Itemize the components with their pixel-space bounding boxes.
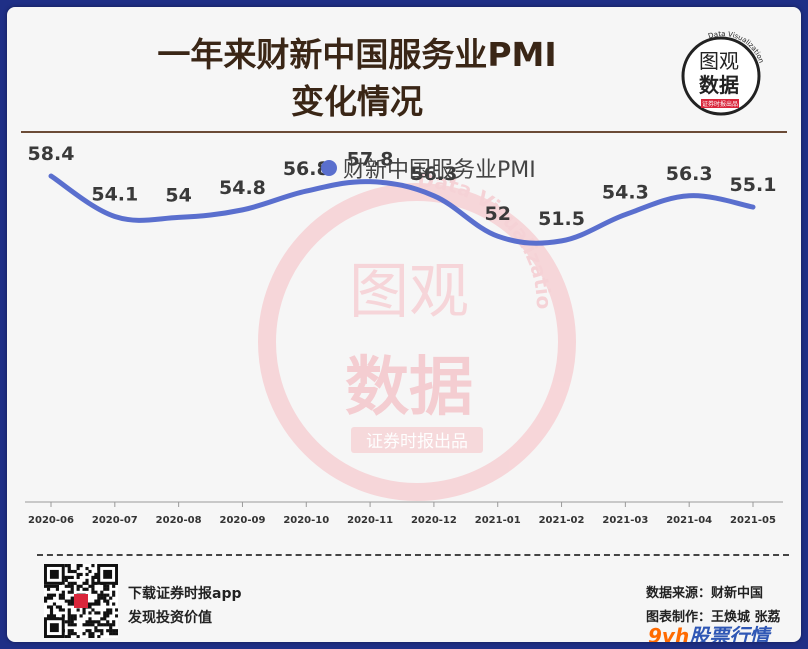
data-label: 56.3: [410, 163, 457, 185]
data-labels: 58.4 54.1 54 54.8 56.8 57.8 56.3 52 51.5 54.3 56.3…: [28, 143, 777, 230]
data-label: 57.8: [347, 149, 394, 171]
x-tick-label: 2021-02: [539, 515, 585, 526]
data-label: 56.8: [283, 158, 330, 180]
data-label: 54.3: [602, 182, 649, 204]
watermark-line1: 图观: [349, 257, 469, 327]
x-axis-labels: 2020-06 2020-07 2020-08 2020-09 2020-10 2020-…: [28, 515, 776, 526]
x-tick-label: 2020-08: [156, 515, 202, 526]
infographic-card: 一年来财新中国服务业PMI 变化情况 Data Visualization 图观…: [7, 7, 801, 642]
app-promo-line2: 发现投资价值: [128, 610, 212, 626]
brand-main: 9vh: [648, 624, 690, 642]
data-label: 55.1: [730, 174, 777, 196]
x-tick-label: 2020-11: [347, 515, 393, 526]
qr-code-icon: [44, 564, 118, 638]
tuguan-logo: Data Visualization 图观 数据 证券时报出品: [681, 30, 765, 116]
footer-divider: [37, 554, 789, 556]
watermark-line2: 数据: [345, 351, 473, 425]
pmi-line-chart: Data Visualization 图观 数据 证券时报出品 58.4 54.1…: [7, 7, 783, 526]
data-label: 54: [165, 184, 191, 206]
x-tick-label: 2020-09: [220, 515, 266, 526]
data-label: 52: [485, 203, 511, 225]
data-label: 54.1: [91, 183, 138, 205]
chart-legend: 财新中国服务业PMI: [321, 153, 536, 183]
data-label: 58.4: [28, 143, 75, 165]
x-tick-label: 2020-06: [28, 515, 74, 526]
series-line-caixin-pmi: [48, 173, 756, 246]
data-label: 56.3: [666, 163, 713, 185]
watermark-tag: 证券时报出品: [366, 432, 468, 452]
header-divider: [21, 131, 787, 133]
data-source: 数据来源：财新中国: [646, 586, 764, 601]
data-label: 51.5: [538, 208, 585, 230]
logo-tag: 证券时报出品: [702, 100, 738, 108]
app-promo: 下载证券时报app 发现投资价值: [128, 582, 242, 630]
x-tick-label: 2020-12: [411, 515, 457, 526]
page-title-line2: 变化情况: [291, 82, 423, 121]
x-tick-label: 2020-07: [92, 515, 138, 526]
x-tick-label: 2021-01: [475, 515, 521, 526]
logo-line1: 图观: [699, 49, 739, 73]
data-label: 54.8: [219, 177, 266, 199]
legend-label: 财新中国服务业PMI: [343, 158, 536, 183]
x-tick-label: 2021-04: [666, 515, 712, 526]
watermark: Data Visualization 图观 数据 证券时报出品: [7, 7, 576, 501]
brand-watermark: 9vh股票行情: [648, 625, 769, 642]
x-tick-label: 2021-05: [730, 515, 776, 526]
x-tick-label: 2020-10: [283, 515, 329, 526]
page-title: 一年来财新中国服务业PMI: [157, 35, 557, 74]
x-tick-label: 2021-03: [602, 515, 648, 526]
x-axis-ticks: [50, 502, 754, 507]
legend-marker: [321, 160, 337, 176]
credits: 数据来源：财新中国 图表制作：王焕城 张荔: [646, 582, 781, 630]
logo-line2: 数据: [699, 73, 739, 97]
chart-credit: 图表制作：王焕城 张荔: [646, 610, 781, 625]
brand-rest: 股票行情: [689, 624, 770, 642]
app-promo-line1: 下载证券时报app: [128, 586, 242, 602]
